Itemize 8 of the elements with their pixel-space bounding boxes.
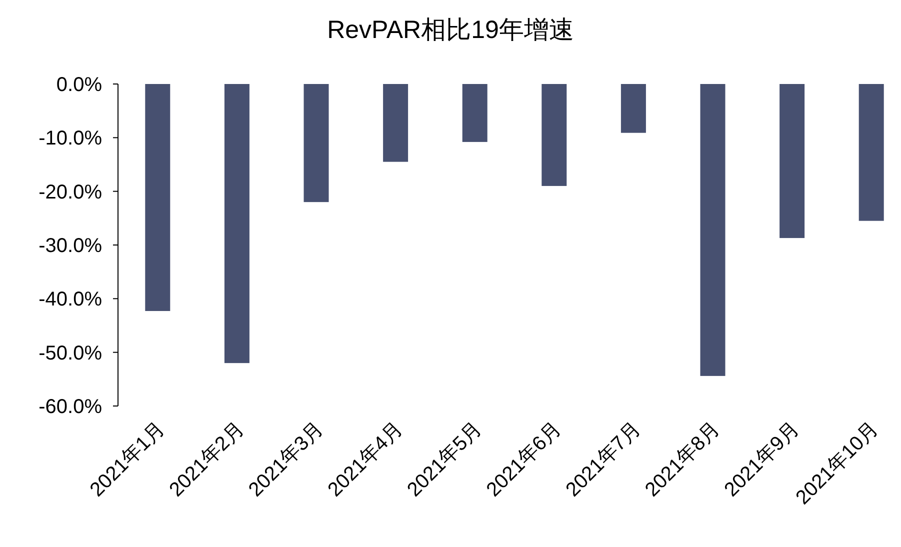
y-tick-label: -20.0% [38,181,102,204]
y-tick-label: -60.0% [38,396,102,418]
y-tick-label: -10.0% [38,128,102,150]
y-tick-label: 0.0% [56,74,102,96]
y-tick-label: -30.0% [38,235,102,257]
y-tick-label: -50.0% [38,342,102,364]
y-tick-label: -40.0% [38,288,102,311]
chart-title: RevPAR相比19年增速 [327,16,574,44]
